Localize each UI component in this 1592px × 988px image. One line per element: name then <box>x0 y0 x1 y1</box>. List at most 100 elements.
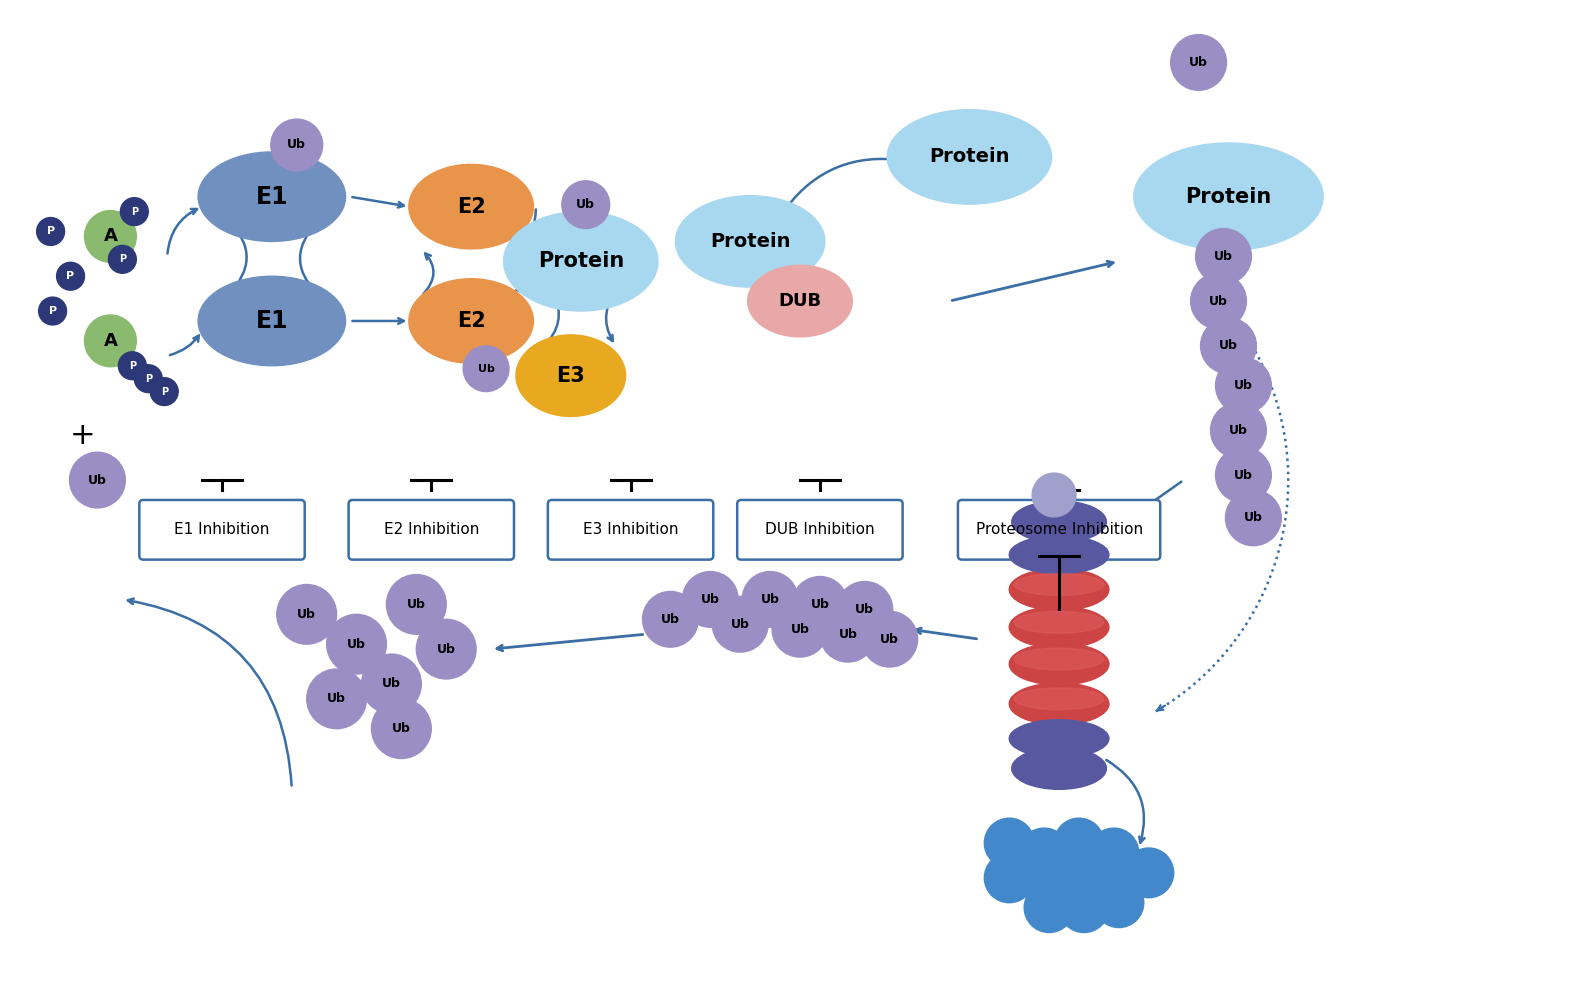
Ellipse shape <box>197 277 345 366</box>
Ellipse shape <box>1134 143 1323 250</box>
Ellipse shape <box>1013 748 1106 789</box>
Circle shape <box>643 592 699 647</box>
Circle shape <box>1216 448 1272 503</box>
Circle shape <box>1210 402 1266 458</box>
Circle shape <box>108 245 137 274</box>
Text: P: P <box>67 272 75 282</box>
Circle shape <box>463 346 509 391</box>
Text: P: P <box>161 386 167 396</box>
Circle shape <box>37 217 65 245</box>
Circle shape <box>1191 274 1247 329</box>
Text: Ub: Ub <box>700 593 720 606</box>
Text: Protein: Protein <box>930 147 1009 166</box>
Ellipse shape <box>1009 535 1110 574</box>
Circle shape <box>984 818 1035 867</box>
Text: Ub: Ub <box>839 627 856 640</box>
Circle shape <box>271 120 323 171</box>
Ellipse shape <box>503 211 657 311</box>
Text: Ub: Ub <box>791 622 809 635</box>
Text: P: P <box>48 306 57 316</box>
Circle shape <box>1094 877 1143 928</box>
Circle shape <box>1054 818 1103 867</box>
Ellipse shape <box>1013 501 1106 542</box>
Ellipse shape <box>748 266 852 337</box>
Text: Ub: Ub <box>880 632 899 646</box>
Text: Ub: Ub <box>810 598 829 611</box>
Circle shape <box>984 853 1035 903</box>
Circle shape <box>84 210 137 262</box>
Text: E1: E1 <box>256 185 288 208</box>
Ellipse shape <box>1009 643 1110 685</box>
Ellipse shape <box>409 279 533 364</box>
Ellipse shape <box>409 164 533 249</box>
Text: E2 Inhibition: E2 Inhibition <box>384 523 479 537</box>
Text: Ub: Ub <box>731 618 750 630</box>
Text: Ub: Ub <box>1234 379 1253 392</box>
Text: Ub: Ub <box>855 603 874 616</box>
Text: Ub: Ub <box>661 613 680 625</box>
Text: Ub: Ub <box>1234 468 1253 481</box>
Circle shape <box>84 315 137 367</box>
Ellipse shape <box>887 110 1052 205</box>
Text: +: + <box>70 421 96 450</box>
Ellipse shape <box>1014 688 1103 709</box>
Circle shape <box>1054 853 1103 903</box>
FancyBboxPatch shape <box>958 500 1161 559</box>
Ellipse shape <box>1014 648 1103 670</box>
Text: Ub: Ub <box>347 637 366 651</box>
Circle shape <box>121 198 148 225</box>
Circle shape <box>562 181 610 228</box>
Circle shape <box>1059 883 1110 933</box>
Circle shape <box>861 612 917 667</box>
Circle shape <box>150 377 178 405</box>
Circle shape <box>1089 858 1138 908</box>
Text: E1 Inhibition: E1 Inhibition <box>174 523 269 537</box>
Text: Ub: Ub <box>761 593 780 606</box>
Ellipse shape <box>1009 683 1110 724</box>
Circle shape <box>1170 35 1226 90</box>
Circle shape <box>683 572 739 627</box>
Text: Ub: Ub <box>576 199 595 211</box>
Ellipse shape <box>1009 568 1110 611</box>
Ellipse shape <box>516 335 626 416</box>
FancyBboxPatch shape <box>139 500 304 559</box>
Circle shape <box>1019 828 1070 877</box>
Text: Ub: Ub <box>1229 424 1248 437</box>
Text: Ub: Ub <box>478 364 495 373</box>
Ellipse shape <box>1009 607 1110 648</box>
Ellipse shape <box>1014 612 1103 633</box>
Text: Ub: Ub <box>1215 250 1232 263</box>
Text: E3: E3 <box>557 366 586 385</box>
Text: P: P <box>145 373 151 383</box>
Circle shape <box>371 699 431 759</box>
Circle shape <box>1124 848 1173 898</box>
Text: Protein: Protein <box>1186 187 1272 206</box>
Circle shape <box>742 572 798 627</box>
Circle shape <box>134 365 162 392</box>
Text: P: P <box>129 361 135 370</box>
Text: DUB: DUB <box>778 292 821 310</box>
Text: Proteosome Inhibition: Proteosome Inhibition <box>976 523 1143 537</box>
Text: P: P <box>119 254 126 265</box>
Text: Ub: Ub <box>436 642 455 656</box>
FancyBboxPatch shape <box>548 500 713 559</box>
Circle shape <box>820 607 876 662</box>
Circle shape <box>1196 228 1251 285</box>
Text: Ub: Ub <box>328 693 345 705</box>
Text: Ub: Ub <box>287 138 306 151</box>
Text: E2: E2 <box>457 311 486 331</box>
Circle shape <box>1019 853 1070 903</box>
Circle shape <box>277 585 336 644</box>
Text: E2: E2 <box>457 197 486 216</box>
Circle shape <box>326 615 387 674</box>
FancyBboxPatch shape <box>349 500 514 559</box>
Text: DUB Inhibition: DUB Inhibition <box>766 523 874 537</box>
Text: Ub: Ub <box>1243 512 1262 525</box>
Text: Protein: Protein <box>538 251 624 272</box>
Circle shape <box>791 577 849 632</box>
Text: A: A <box>103 332 118 350</box>
Circle shape <box>57 262 84 290</box>
Circle shape <box>417 619 476 679</box>
Text: Ub: Ub <box>298 608 317 620</box>
Ellipse shape <box>675 196 825 288</box>
